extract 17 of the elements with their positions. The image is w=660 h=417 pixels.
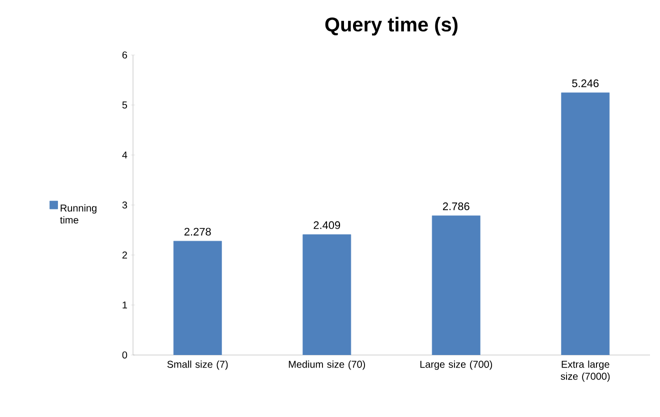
y-tick-label: 1: [122, 302, 127, 308]
y-tick-label: 2: [122, 252, 127, 258]
y-tick-label: 3: [122, 201, 128, 209]
data-label: 2.278: [184, 228, 211, 236]
y-tick-label: 5: [122, 102, 128, 108]
data-label: 5.246: [572, 79, 599, 88]
data-label: 2.786: [442, 202, 470, 210]
legend-label: Running time: [60, 204, 96, 224]
y-tick-label: 0: [122, 351, 128, 359]
x-tick-label: Medium size (70): [288, 360, 365, 370]
x-tick-label: Large size (700): [420, 360, 492, 370]
chart-title: Query time (s): [325, 16, 458, 36]
x-tick-label: Small size (7): [167, 360, 228, 370]
data-label: 2.409: [314, 221, 340, 230]
y-tick-label: 4: [122, 152, 128, 158]
x-tick-label: Extra large size (7000): [560, 360, 610, 382]
y-tick-label: 6: [122, 51, 128, 59]
